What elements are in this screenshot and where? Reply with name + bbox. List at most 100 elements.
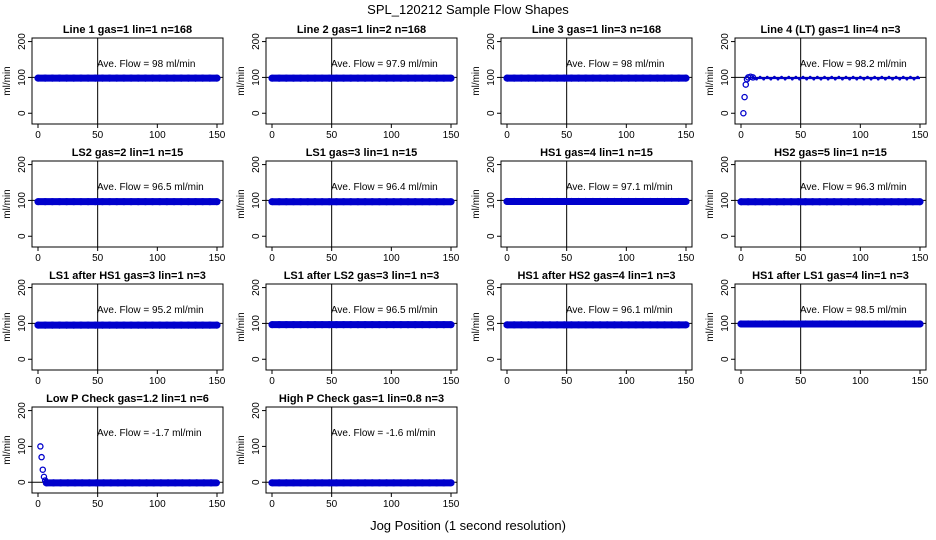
data-point: [596, 74, 604, 82]
data-point: [113, 198, 121, 206]
data-point: [837, 320, 845, 328]
data-point: [783, 77, 787, 81]
data-point: [85, 479, 93, 487]
data-point: [311, 198, 319, 206]
data-point: [127, 321, 135, 329]
data-point: [113, 321, 121, 329]
data-point: [71, 479, 79, 487]
data-point: [823, 75, 826, 79]
y-tick-label: 100: [720, 315, 731, 332]
data-point: [311, 321, 319, 329]
y-axis-label: ml/min: [2, 312, 13, 341]
data-point: [354, 74, 362, 82]
data-point: [78, 479, 86, 487]
data-point: [425, 479, 434, 487]
data-point: [880, 198, 888, 206]
data-point: [440, 479, 448, 487]
data-point: [39, 466, 47, 473]
data-point: [851, 320, 860, 328]
data-point: [596, 197, 604, 206]
y-tick-label: 0: [17, 233, 28, 239]
data-point: [668, 321, 676, 329]
data-point: [553, 74, 561, 82]
data-point: [859, 320, 867, 328]
data-point: [207, 479, 215, 487]
data-point: [340, 198, 348, 206]
data-point: [304, 74, 312, 82]
data-point: [70, 74, 78, 82]
data-point: [41, 321, 49, 329]
data-point: [787, 75, 791, 79]
y-axis-label: ml/min: [471, 312, 482, 341]
data-point: [156, 74, 164, 82]
data-point: [447, 479, 455, 487]
data-point: [177, 198, 185, 206]
data-point: [340, 479, 348, 487]
data-point: [120, 321, 128, 329]
data-point: [887, 75, 891, 79]
data-point: [191, 74, 200, 82]
data-point: [816, 198, 824, 206]
data-point: [332, 479, 341, 487]
data-point: [909, 198, 917, 206]
y-tick-label: 100: [251, 438, 262, 455]
y-tick-label: 200: [251, 279, 262, 296]
data-point: [325, 479, 333, 487]
data-point: [660, 197, 669, 206]
y-tick-label: 0: [720, 233, 731, 239]
y-axis-label: ml/min: [471, 189, 482, 218]
data-point: [848, 77, 851, 81]
data-point: [199, 74, 207, 82]
y-axis-label: ml/min: [2, 66, 13, 95]
plot-frame: [734, 37, 927, 125]
data-point: [318, 198, 326, 206]
x-tick-label: 0: [35, 499, 41, 510]
data-point: [682, 321, 690, 329]
data-point: [617, 197, 626, 206]
data-point: [758, 320, 767, 328]
data-point: [751, 75, 755, 79]
data-point: [332, 74, 341, 82]
data-point: [382, 479, 391, 487]
x-tick-label: 150: [209, 376, 226, 387]
data-point: [758, 75, 762, 79]
data-point: [411, 198, 419, 206]
data-point: [503, 197, 511, 206]
data-point: [148, 321, 157, 329]
data-point: [858, 75, 862, 79]
data-point: [901, 75, 905, 79]
data-point: [55, 321, 64, 329]
data-point: [808, 320, 817, 328]
average-flow-annotation: Ave. Flow = -1.7 ml/min: [97, 428, 202, 439]
panel-title: HS1 after LS1 gas=4 lin=1 n=3: [752, 270, 909, 282]
x-tick-label: 0: [35, 130, 41, 141]
data-point: [347, 479, 355, 487]
data-point: [916, 320, 924, 328]
x-tick-label: 50: [92, 253, 104, 264]
average-flow-annotation: Ave. Flow = 98.5 ml/min: [800, 305, 907, 316]
panel-title: Line 1 gas=1 lin=1 n=168: [63, 24, 192, 36]
data-point: [794, 320, 802, 328]
data-point: [787, 320, 795, 328]
y-tick-label: 200: [251, 402, 262, 419]
data-point: [361, 74, 369, 82]
data-point: [916, 75, 920, 79]
y-tick-label: 100: [17, 438, 28, 455]
data-point: [70, 321, 78, 329]
data-point: [318, 479, 326, 487]
data-point: [41, 198, 49, 206]
data-point: [758, 198, 767, 206]
data-point: [311, 74, 319, 82]
x-tick-label: 0: [269, 376, 275, 387]
x-tick-label: 50: [561, 253, 573, 264]
x-tick-label: 150: [912, 376, 929, 387]
y-tick-label: 0: [486, 110, 497, 116]
data-point: [653, 74, 661, 82]
data-point: [539, 321, 547, 329]
x-tick-label: 0: [35, 253, 41, 264]
y-tick-label: 0: [486, 233, 497, 239]
data-point: [567, 197, 576, 206]
panel-title: LS1 after HS1 gas=3 lin=1 n=3: [49, 270, 206, 282]
average-flow-annotation: Ave. Flow = 96.3 ml/min: [800, 182, 907, 193]
data-point: [823, 320, 831, 328]
